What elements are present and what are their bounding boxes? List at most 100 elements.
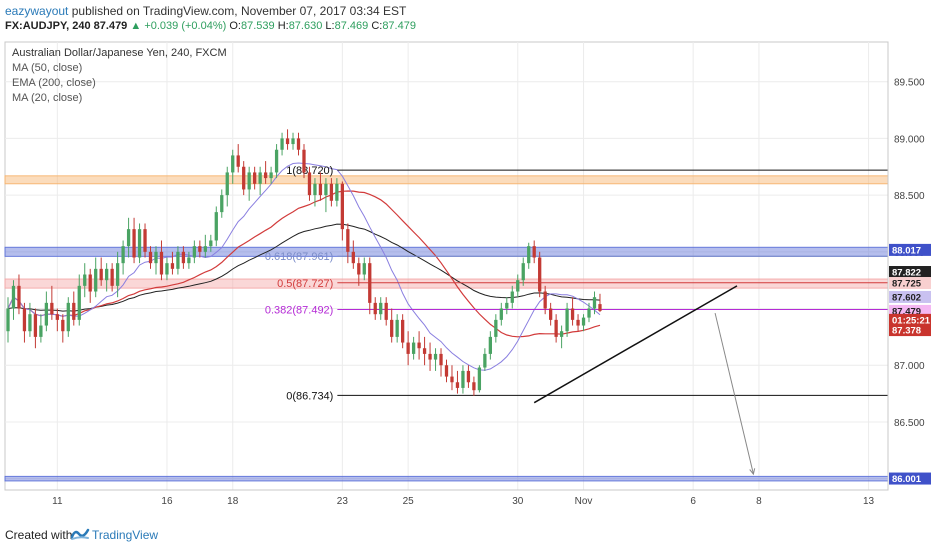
time-tick-label: 16: [161, 496, 173, 507]
candle-body: [302, 149, 306, 173]
indicator-label: MA (50, close): [12, 62, 82, 74]
candle-body: [176, 251, 180, 269]
price-tick-label: 87.000: [894, 361, 925, 372]
candle-body: [527, 246, 531, 264]
price-label: 88.017: [892, 245, 921, 256]
candle-body: [543, 291, 547, 309]
candle-body: [28, 314, 32, 332]
candle-body: [110, 268, 114, 286]
candle-body: [450, 376, 454, 383]
candle-body: [422, 348, 427, 354]
price-label-box: [889, 277, 931, 290]
candle-body: [258, 172, 262, 184]
candle-body: [121, 246, 125, 264]
candle-body: [455, 382, 460, 388]
publish-line: eazywayout published on TradingView.com,…: [5, 4, 406, 18]
candle-body: [55, 314, 59, 320]
tradingview-brand[interactable]: TradingView: [92, 528, 159, 542]
chart-footer: Created with TradingView: [0, 520, 932, 550]
time-axis: 11 16 18 23 25 30 Nov 6 8 13: [5, 489, 888, 507]
open-value: 87.539: [240, 20, 275, 32]
projection-arrowhead: [749, 468, 756, 476]
price-chart[interactable]: 1(88.720)0.618(87.961)0.5(87.727)0.382(8…: [0, 40, 932, 520]
candle-body: [433, 353, 438, 360]
candle-body: [379, 302, 383, 315]
price-axis: 86.00086.50087.00087.50088.00088.50089.0…: [887, 42, 931, 490]
candle-body: [94, 268, 98, 292]
candle-body: [439, 353, 443, 366]
candle-body: [209, 240, 213, 247]
candle-body: [362, 263, 366, 275]
support-trendline: [533, 285, 738, 404]
fib-label: 0.618(87.961): [265, 251, 334, 263]
last-price: 87.479: [93, 20, 128, 32]
candle-body: [263, 172, 268, 179]
fib-label: 0.382(87.492): [265, 304, 334, 316]
candle-body: [253, 172, 257, 184]
time-tick-label: Nov: [575, 496, 593, 507]
candle-body: [115, 263, 120, 286]
candle-body: [105, 268, 109, 281]
low-label: L:: [325, 20, 335, 32]
indicator-label: MA (20, close): [12, 92, 82, 104]
ema-200-line: [7, 223, 601, 312]
candle-body: [384, 302, 388, 320]
change-value: +0.039 (+0.04%): [144, 20, 227, 32]
tradingview-logo-icon: [70, 528, 90, 540]
candle-body: [510, 291, 514, 303]
candle-body: [159, 251, 164, 275]
candle-body: [236, 155, 240, 167]
candle-body: [390, 319, 394, 337]
candle-body: [417, 342, 421, 349]
candle-body: [280, 138, 284, 150]
candle-body: [340, 183, 345, 230]
author-link[interactable]: eazywayout: [5, 4, 69, 18]
candle-body: [548, 308, 553, 320]
candle-body: [33, 314, 38, 337]
price-tick-label: 86.500: [894, 418, 925, 429]
time-tick-label: 18: [227, 496, 239, 507]
candle-body: [472, 382, 476, 391]
candle-body: [231, 155, 235, 173]
quote-line: FX:AUDJPY, 240 87.479 ▲ +0.039 (+0.04%) …: [5, 20, 416, 32]
candle-body: [11, 285, 16, 309]
candle-body: [532, 246, 536, 258]
published-text: published on TradingView.com, November 0…: [71, 4, 407, 18]
zones: [4, 175, 889, 482]
candle-body: [220, 195, 224, 213]
candle-body: [88, 274, 92, 292]
candle-body: [170, 263, 175, 269]
candle-body: [373, 302, 377, 315]
candle-body: [225, 172, 229, 196]
candle-body: [22, 308, 27, 332]
candle-body: [505, 302, 509, 309]
price-label: 86.001: [892, 474, 922, 485]
time-tick-label: 6: [690, 496, 696, 507]
candle-body: [274, 149, 279, 173]
candle-body: [291, 138, 295, 145]
price-tick-label: 89.500: [894, 78, 925, 89]
price-label-box: [889, 266, 931, 279]
candle-body: [313, 183, 317, 196]
symbol-label: FX:AUDJPY, 240: [5, 20, 91, 32]
close-label: C:: [371, 20, 383, 32]
zone-band: [4, 246, 889, 257]
price-label: 01:25:21: [892, 315, 931, 326]
price-label: 87.822: [892, 268, 921, 279]
candle-body: [61, 319, 65, 332]
price-label: 87.479: [892, 306, 921, 317]
price-label: 87.378: [892, 326, 921, 337]
price-label-box: [889, 243, 931, 256]
candle-body: [516, 280, 520, 292]
zone-band: [4, 278, 889, 289]
candle-body: [335, 183, 339, 201]
candle-body: [214, 212, 218, 241]
candle-body: [165, 263, 169, 275]
time-tick-label: 11: [52, 496, 63, 507]
candle-body: [592, 297, 597, 309]
grid: [5, 42, 888, 490]
candle-body: [132, 229, 136, 258]
candle-body: [44, 302, 49, 326]
price-label-box: [889, 313, 931, 326]
candle-body: [351, 251, 355, 264]
